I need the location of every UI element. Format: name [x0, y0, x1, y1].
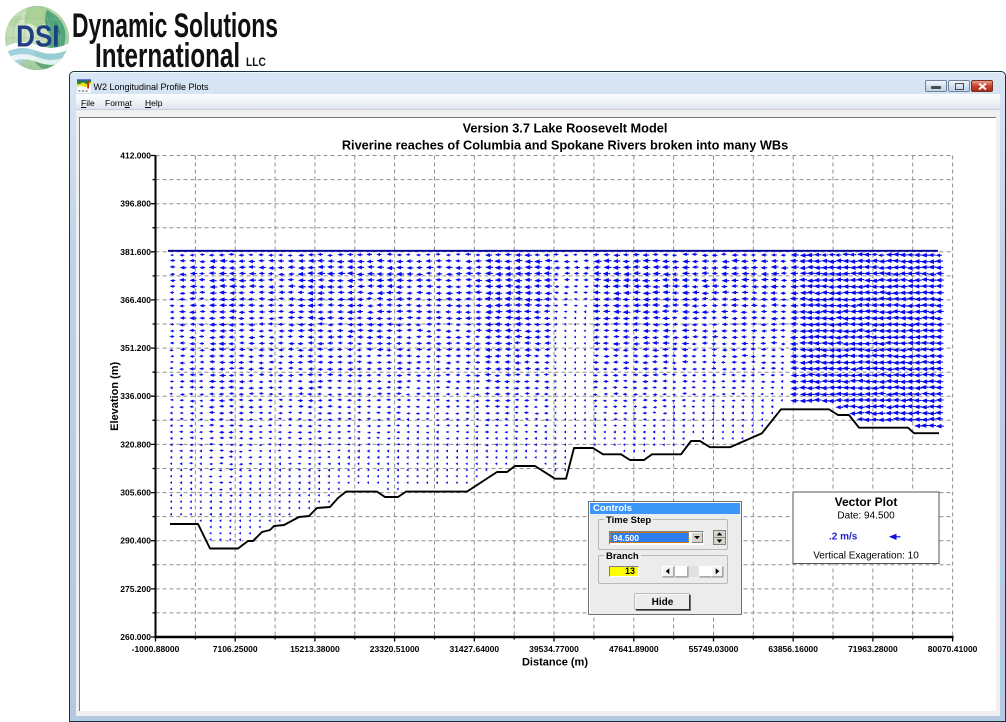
svg-text:Date: 94.500: Date: 94.500: [837, 511, 895, 522]
svg-text:290.400: 290.400: [120, 536, 151, 546]
svg-text:Vector Plot: Vector Plot: [835, 495, 898, 509]
svg-text:.2 m/s: .2 m/s: [829, 532, 858, 543]
svg-text:Riverine reaches of Columbia a: Riverine reaches of Columbia and Spokane…: [342, 138, 788, 153]
svg-text:DSI: DSI: [16, 19, 59, 54]
svg-text:260.000: 260.000: [120, 632, 151, 642]
svg-text:39534.77000: 39534.77000: [529, 644, 579, 654]
svg-text:320.800: 320.800: [120, 439, 151, 449]
svg-text:71963.28000: 71963.28000: [848, 644, 898, 654]
svg-text:275.200: 275.200: [120, 584, 151, 594]
svg-text:366.400: 366.400: [120, 295, 151, 305]
svg-text:381.600: 381.600: [120, 247, 151, 257]
svg-text:Elevation (m): Elevation (m): [109, 361, 121, 430]
svg-text:47641.89000: 47641.89000: [609, 644, 659, 654]
svg-text:305.600: 305.600: [120, 488, 151, 498]
svg-text:Vertical Exageration: 10: Vertical Exageration: 10: [813, 551, 919, 562]
svg-text:351.200: 351.200: [120, 343, 151, 353]
svg-text:412.000: 412.000: [120, 151, 151, 161]
svg-text:-1000.88000: -1000.88000: [132, 644, 180, 654]
svg-text:Version 3.7 Lake Roosevelt Mod: Version 3.7 Lake Roosevelt Model: [463, 121, 668, 136]
svg-text:23320.51000: 23320.51000: [370, 644, 420, 654]
svg-text:336.000: 336.000: [120, 391, 151, 401]
svg-text:Distance (m): Distance (m): [522, 657, 588, 669]
svg-text:80070.41000: 80070.41000: [928, 644, 978, 654]
svg-text:55749.03000: 55749.03000: [689, 644, 739, 654]
svg-text:31427.64000: 31427.64000: [449, 644, 499, 654]
svg-text:396.800: 396.800: [120, 199, 151, 209]
svg-text:63856.16000: 63856.16000: [768, 644, 818, 654]
svg-text:7106.25000: 7106.25000: [213, 644, 258, 654]
svg-text:15213.38000: 15213.38000: [290, 644, 340, 654]
